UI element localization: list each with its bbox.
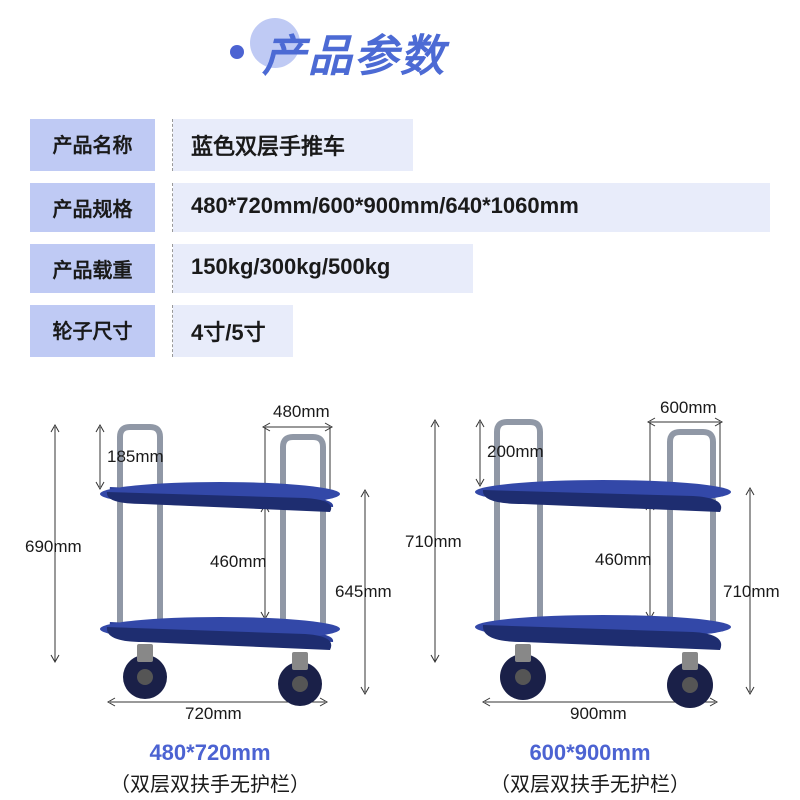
- caption-desc: （双层双扶手无护栏）: [405, 768, 775, 797]
- dim-width: 480mm: [273, 402, 330, 422]
- dim-base-height: 710mm: [723, 582, 780, 602]
- spec-row: 产品载重 150kg/300kg/500kg: [30, 244, 770, 293]
- dim-total-height: 690mm: [25, 537, 82, 557]
- dim-handle-height: 185mm: [107, 447, 164, 467]
- spec-row: 产品规格 480*720mm/600*900mm/640*1060mm: [30, 183, 770, 232]
- spec-divider: [155, 244, 173, 293]
- diagram-caption: 600*900mm （双层双扶手无护栏）: [405, 740, 775, 797]
- spec-divider: [155, 183, 173, 232]
- spec-value: 蓝色双层手推车: [173, 119, 413, 171]
- page-title: 产品参数: [262, 20, 446, 84]
- dim-shelf-gap: 460mm: [210, 552, 267, 572]
- dim-length: 720mm: [185, 704, 242, 724]
- spec-label: 产品规格: [30, 183, 155, 232]
- diagram-right: 710mm 200mm 600mm 460mm 710mm 900mm 600*…: [405, 392, 775, 797]
- header: 产品参数: [0, 0, 800, 104]
- spec-row: 产品名称 蓝色双层手推车: [30, 119, 770, 171]
- diagram-left: 690mm 185mm 480mm 460mm 645mm 720mm 480*…: [25, 392, 395, 797]
- spec-value: 4寸/5寸: [173, 305, 293, 357]
- spec-table: 产品名称 蓝色双层手推车 产品规格 480*720mm/600*900mm/64…: [30, 119, 770, 357]
- spec-divider: [155, 305, 173, 357]
- dim-shelf-gap: 460mm: [595, 550, 652, 570]
- spec-label: 产品载重: [30, 244, 155, 293]
- spec-label: 产品名称: [30, 119, 155, 171]
- cart-illustration: 690mm 185mm 480mm 460mm 645mm 720mm: [25, 392, 395, 732]
- dim-base-height: 645mm: [335, 582, 392, 602]
- diagram-caption: 480*720mm （双层双扶手无护栏）: [25, 740, 395, 797]
- dim-total-height: 710mm: [405, 532, 462, 552]
- dim-handle-height: 200mm: [487, 442, 544, 462]
- caption-size: 480*720mm: [25, 740, 395, 766]
- spec-divider: [155, 119, 173, 171]
- spec-label: 轮子尺寸: [30, 305, 155, 357]
- caption-size: 600*900mm: [405, 740, 775, 766]
- dim-width: 600mm: [660, 398, 717, 418]
- spec-row: 轮子尺寸 4寸/5寸: [30, 305, 770, 357]
- spec-value: 480*720mm/600*900mm/640*1060mm: [173, 183, 770, 232]
- header-dot: [230, 45, 244, 59]
- dim-length: 900mm: [570, 704, 627, 724]
- spec-value: 150kg/300kg/500kg: [173, 244, 473, 293]
- diagrams-container: 690mm 185mm 480mm 460mm 645mm 720mm 480*…: [0, 382, 800, 797]
- cart-illustration: 710mm 200mm 600mm 460mm 710mm 900mm: [405, 392, 775, 732]
- caption-desc: （双层双扶手无护栏）: [25, 768, 395, 797]
